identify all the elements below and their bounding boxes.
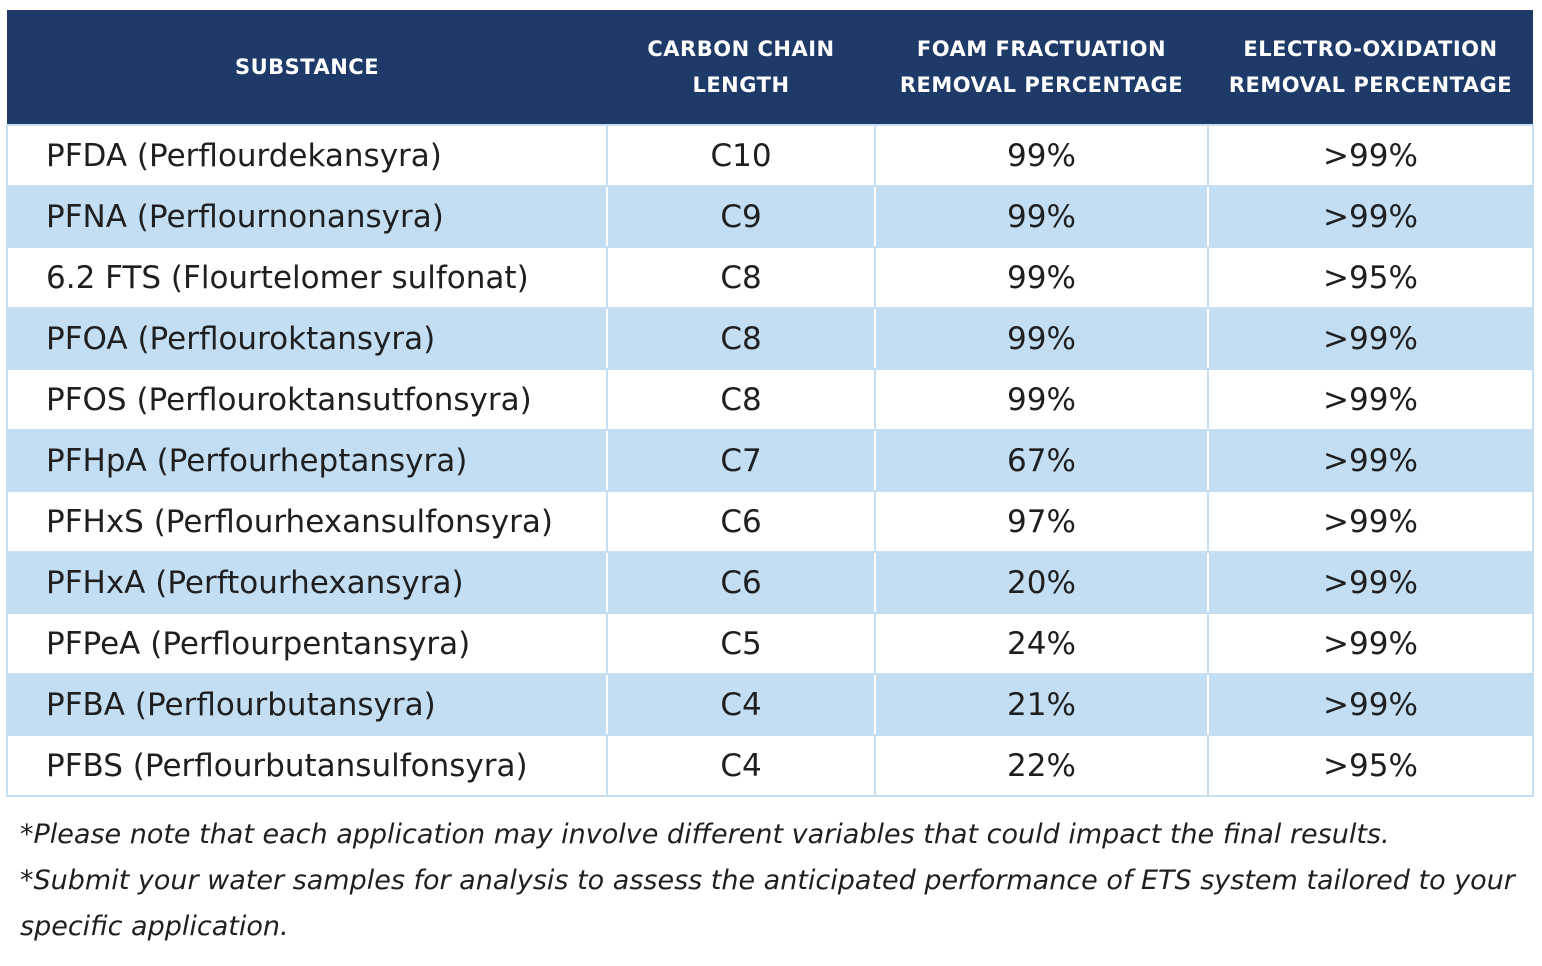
removal-table-container: SUBSTANCE CARBON CHAIN LENGTH FOAM FRACT… — [6, 10, 1534, 797]
cell-carbon-chain: C6 — [606, 490, 876, 553]
cell-electro-removal: >99% — [1207, 612, 1534, 675]
cell-foam-removal: 67% — [874, 429, 1209, 492]
footnotes: *Please note that each application may i… — [20, 812, 1520, 950]
table-row: PFBA (Perflourbutansyra) C4 21% >99% — [6, 673, 1534, 736]
table-row: PFOA (Perflouroktansyra) C8 99% >99% — [6, 307, 1534, 370]
table-body: PFDA (Perflourdekansyra) C10 99% >99% PF… — [6, 124, 1534, 797]
table-row: PFDA (Perflourdekansyra) C10 99% >99% — [6, 124, 1534, 187]
cell-electro-removal: >99% — [1207, 673, 1534, 736]
cell-electro-removal: >99% — [1207, 551, 1534, 614]
cell-foam-removal: 21% — [874, 673, 1209, 736]
table-row: PFHpA (Perfourheptansyra) C7 67% >99% — [6, 429, 1534, 492]
cell-substance: PFDA (Perflourdekansyra) — [6, 124, 608, 187]
table-row: 6.2 FTS (Flourtelomer sulfonat) C8 99% >… — [6, 246, 1534, 309]
cell-foam-removal: 99% — [874, 368, 1209, 431]
cell-electro-removal: >95% — [1207, 246, 1534, 309]
cell-substance: PFPeA (Perflourpentansyra) — [6, 612, 608, 675]
footnote-submit-samples: *Submit your water samples for analysis … — [20, 865, 1515, 942]
cell-electro-removal: >99% — [1207, 124, 1534, 187]
cell-foam-removal: 99% — [874, 185, 1209, 248]
header-substance: SUBSTANCE — [7, 10, 607, 125]
header-row: SUBSTANCE CARBON CHAIN LENGTH FOAM FRACT… — [7, 10, 1533, 125]
cell-substance: 6.2 FTS (Flourtelomer sulfonat) — [6, 246, 608, 309]
cell-electro-removal: >99% — [1207, 490, 1534, 553]
cell-carbon-chain: C8 — [606, 246, 876, 309]
cell-foam-removal: 99% — [874, 307, 1209, 370]
cell-carbon-chain: C10 — [606, 124, 876, 187]
cell-carbon-chain: C7 — [606, 429, 876, 492]
cell-substance: PFHpA (Perfourheptansyra) — [6, 429, 608, 492]
table-row: PFPeA (Perflourpentansyra) C5 24% >99% — [6, 612, 1534, 675]
header-foam-fractuation: FOAM FRACTUATION REMOVAL PERCENTAGE — [875, 10, 1208, 125]
removal-table: SUBSTANCE CARBON CHAIN LENGTH FOAM FRACT… — [6, 10, 1534, 797]
table-row: PFNA (Perflournonansyra) C9 99% >99% — [6, 185, 1534, 248]
cell-foam-removal: 97% — [874, 490, 1209, 553]
cell-electro-removal: >99% — [1207, 307, 1534, 370]
cell-foam-removal: 99% — [874, 246, 1209, 309]
footnote-variables: *Please note that each application may i… — [20, 819, 1390, 850]
cell-substance: PFOS (Perflouroktansutfonsyra) — [6, 368, 608, 431]
cell-carbon-chain: C8 — [606, 368, 876, 431]
cell-electro-removal: >99% — [1207, 368, 1534, 431]
cell-electro-removal: >99% — [1207, 429, 1534, 492]
cell-substance: PFBA (Perflourbutansyra) — [6, 673, 608, 736]
cell-substance: PFBS (Perflourbutansulfonsyra) — [6, 734, 608, 797]
cell-carbon-chain: C4 — [606, 734, 876, 797]
cell-electro-removal: >95% — [1207, 734, 1534, 797]
cell-substance: PFNA (Perflournonansyra) — [6, 185, 608, 248]
cell-substance: PFOA (Perflouroktansyra) — [6, 307, 608, 370]
header-carbon-chain-length: CARBON CHAIN LENGTH — [607, 10, 875, 125]
cell-foam-removal: 24% — [874, 612, 1209, 675]
table-row: PFOS (Perflouroktansutfonsyra) C8 99% >9… — [6, 368, 1534, 431]
cell-substance: PFHxS (Perflourhexansulfonsyra) — [6, 490, 608, 553]
cell-foam-removal: 22% — [874, 734, 1209, 797]
cell-carbon-chain: C9 — [606, 185, 876, 248]
cell-foam-removal: 99% — [874, 124, 1209, 187]
table-row: PFHxA (Perftourhexansyra) C6 20% >99% — [6, 551, 1534, 614]
cell-carbon-chain: C8 — [606, 307, 876, 370]
table-header: SUBSTANCE CARBON CHAIN LENGTH FOAM FRACT… — [7, 10, 1533, 125]
cell-foam-removal: 20% — [874, 551, 1209, 614]
cell-carbon-chain: C6 — [606, 551, 876, 614]
cell-carbon-chain: C5 — [606, 612, 876, 675]
table-row: PFBS (Perflourbutansulfonsyra) C4 22% >9… — [6, 734, 1534, 797]
cell-carbon-chain: C4 — [606, 673, 876, 736]
cell-substance: PFHxA (Perftourhexansyra) — [6, 551, 608, 614]
cell-electro-removal: >99% — [1207, 185, 1534, 248]
header-electro-oxidation: ELECTRO-OXIDATION REMOVAL PERCENTAGE — [1208, 10, 1533, 125]
table-row: PFHxS (Perflourhexansulfonsyra) C6 97% >… — [6, 490, 1534, 553]
